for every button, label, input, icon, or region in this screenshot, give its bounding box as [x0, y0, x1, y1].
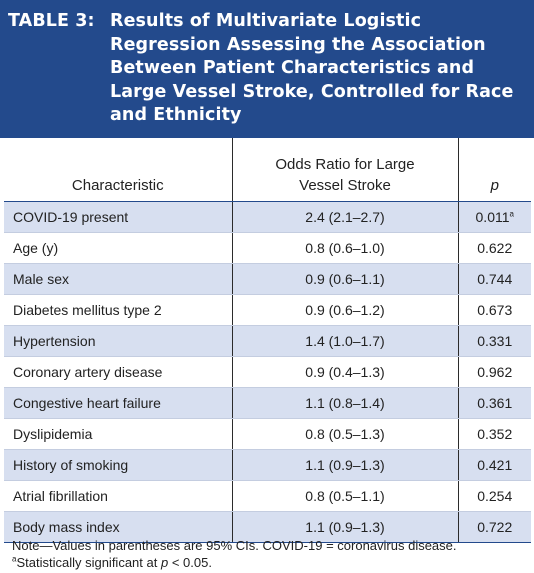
p-value-text: 0.254 — [477, 488, 513, 504]
header-odds-ratio-text: Odds Ratio for Large Vessel Stroke — [275, 156, 415, 194]
results-table-wrapper: Characteristic Odds Ratio for Large Vess… — [4, 138, 531, 543]
cell-characteristic: Congestive heart failure — [4, 387, 232, 419]
significance-mark: a — [509, 209, 514, 219]
cell-characteristic: Age (y) — [4, 232, 232, 264]
table-title: Results of Multivariate Logistic Regress… — [110, 11, 514, 125]
cell-odds-ratio: 0.9 (0.4–1.3) — [231, 356, 459, 388]
table-body: COVID-19 present 2.4 (2.1–2.7) 0.011a Age (… — [4, 201, 531, 543]
cell-p-value: 0.254 — [458, 480, 531, 512]
table-row: Diabetes mellitus type 2 0.9 (0.6–1.2) 0.6… — [4, 294, 531, 326]
footnote-p-symbol: p — [160, 555, 169, 570]
cell-odds-ratio: 1.4 (1.0–1.7) — [231, 325, 459, 357]
p-value-text: 0.331 — [477, 333, 513, 349]
p-value-text: 0.962 — [477, 364, 513, 380]
p-value-text: 0.744 — [477, 271, 513, 287]
p-value-text: 0.011 — [475, 209, 510, 225]
cell-p-value: 0.722 — [458, 511, 531, 543]
cell-odds-ratio: 0.8 (0.6–1.0) — [231, 232, 459, 264]
table-row: Coronary artery disease 0.9 (0.4–1.3) 0.96… — [4, 356, 531, 388]
footnote-mark: a — [12, 554, 17, 564]
cell-characteristic: Body mass index — [4, 511, 232, 543]
table-row: History of smoking 1.1 (0.9–1.3) 0.421 — [4, 449, 531, 481]
footnote-note: Note—Values in parentheses are 95% CIs. … — [12, 538, 457, 553]
p-value-text: 0.361 — [477, 395, 513, 411]
cell-characteristic: COVID-19 present — [4, 201, 232, 233]
p-value-text: 0.421 — [477, 457, 513, 473]
table-number: TABLE 3: — [8, 11, 95, 31]
cell-p-value: 0.361 — [458, 387, 531, 419]
table-row: Atrial fibrillation 0.8 (0.5–1.1) 0.254 — [4, 480, 531, 512]
cell-p-value: 0.421 — [458, 449, 531, 481]
cell-odds-ratio: 0.8 (0.5–1.1) — [231, 480, 459, 512]
cell-characteristic: History of smoking — [4, 449, 232, 481]
cell-characteristic: Coronary artery disease — [4, 356, 232, 388]
cell-p-value: 0.673 — [458, 294, 531, 326]
cell-odds-ratio: 2.4 (2.1–2.7) — [231, 201, 459, 233]
p-value-text: 0.673 — [477, 302, 513, 318]
p-value-text: 0.352 — [477, 426, 513, 442]
cell-odds-ratio: 1.1 (0.8–1.4) — [231, 387, 459, 419]
cell-odds-ratio: 1.1 (0.9–1.3) — [231, 449, 459, 481]
p-value-text: 0.722 — [477, 519, 513, 535]
table-row: Dyslipidemia 0.8 (0.5–1.3) 0.352 — [4, 418, 531, 450]
table-row: COVID-19 present 2.4 (2.1–2.7) 0.011a — [4, 201, 531, 233]
cell-p-value: 0.011a — [458, 201, 531, 233]
header-p-value: p — [458, 138, 531, 202]
cell-odds-ratio: 0.9 (0.6–1.2) — [231, 294, 459, 326]
cell-odds-ratio: 0.8 (0.5–1.3) — [231, 418, 459, 450]
cell-p-value: 0.331 — [458, 325, 531, 357]
footnote-threshold: < 0.05. — [168, 555, 212, 570]
header-odds-ratio: Odds Ratio for Large Vessel Stroke — [231, 138, 459, 202]
results-table: Characteristic Odds Ratio for Large Vess… — [4, 138, 531, 543]
table-title-bar: TABLE 3: Results of Multivariate Logisti… — [0, 0, 534, 138]
cell-p-value: 0.352 — [458, 418, 531, 450]
table-row: Age (y) 0.8 (0.6–1.0) 0.622 — [4, 232, 531, 264]
table-footnotes: Note—Values in parentheses are 95% CIs. … — [12, 537, 527, 571]
cell-characteristic: Male sex — [4, 263, 232, 295]
cell-odds-ratio: 0.9 (0.6–1.1) — [231, 263, 459, 295]
table-row: Congestive heart failure 1.1 (0.8–1.4) 0.3… — [4, 387, 531, 419]
cell-p-value: 0.962 — [458, 356, 531, 388]
cell-characteristic: Dyslipidemia — [4, 418, 232, 450]
table-row: Body mass index 1.1 (0.9–1.3) 0.722 — [4, 511, 531, 543]
cell-odds-ratio: 1.1 (0.9–1.3) — [231, 511, 459, 543]
table-row: Male sex 0.9 (0.6–1.1) 0.744 — [4, 263, 531, 295]
p-value-text: 0.622 — [477, 240, 513, 256]
cell-p-value: 0.744 — [458, 263, 531, 295]
cell-characteristic: Hypertension — [4, 325, 232, 357]
cell-p-value: 0.622 — [458, 232, 531, 264]
table-header-row: Characteristic Odds Ratio for Large Vess… — [4, 138, 531, 202]
footnote-significance-text: Statistically significant at — [16, 555, 161, 570]
cell-characteristic: Diabetes mellitus type 2 — [4, 294, 232, 326]
header-characteristic: Characteristic — [4, 138, 232, 202]
table-row: Hypertension 1.4 (1.0–1.7) 0.331 — [4, 325, 531, 357]
footnote-significance: aStatistically significant at p < 0.05. — [12, 554, 527, 571]
cell-characteristic: Atrial fibrillation — [4, 480, 232, 512]
